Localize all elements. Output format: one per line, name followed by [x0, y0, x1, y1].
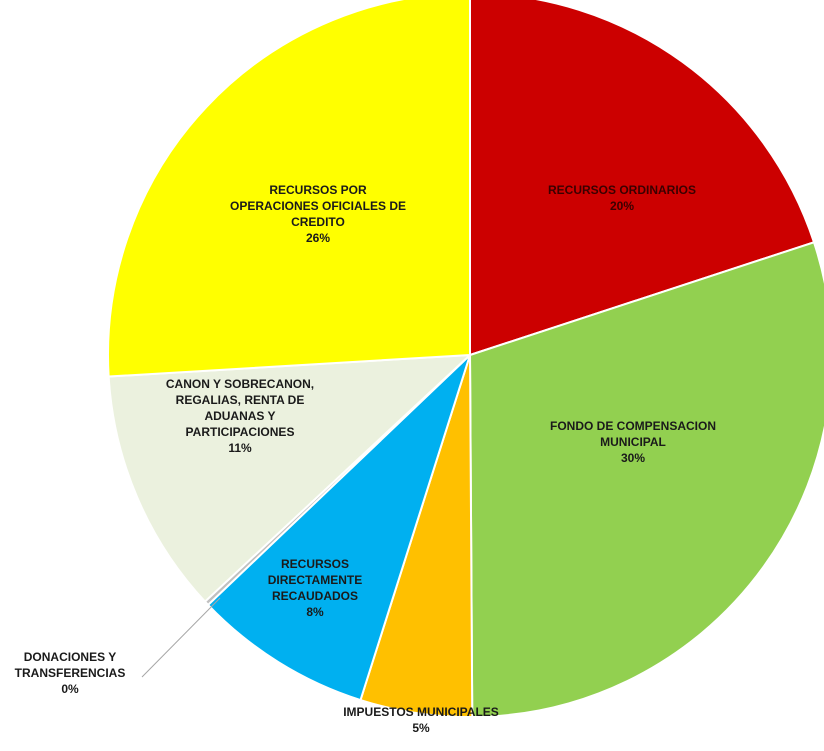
slice-label-donaciones-y-transferencias: DONACIONES Y TRANSFERENCIAS 0%	[15, 650, 126, 696]
slice-label-recursos-por-operaciones-oficiales-de-credito: RECURSOS POR OPERACIONES OFICIALES DE CRED…	[230, 183, 406, 245]
slice-name-line: CANON Y SOBRECANON,	[166, 377, 314, 391]
pie-slice-recursos-directamente-recaudados	[206, 354, 471, 702]
leader-line-donaciones-y-transferencias	[141, 597, 221, 678]
slice-label-recursos-ordinarios: RECURSOS ORDINARIOS 20%	[548, 183, 696, 213]
pie-slice-fondo-de-compensacion-municipal	[468, 241, 824, 719]
pie-slice-recursos-ordinarios	[469, 0, 816, 357]
slice-name-line: FONDO DE COMPENSACION	[550, 419, 716, 433]
slice-label-fondo-de-compensacion-municipal: FONDO DE COMPENSACION MUNICIPAL 30%	[550, 419, 716, 465]
slice-name-line: RECURSOS	[281, 557, 349, 571]
slice-percent-label: 20%	[610, 199, 634, 213]
slice-label-recursos-directamente-recaudados: RECURSOS DIRECTAMENTE RECAUDADOS 8%	[268, 557, 362, 619]
slice-name-line: PARTICIPACIONES	[186, 425, 295, 439]
slice-label-canon-y-sobrecanon-regalias-renta-de-aduanas-y-participaciones: CANON Y SOBRECANON, REGALIAS, RENTA DE ADU…	[166, 377, 314, 455]
slice-name-line: DONACIONES Y	[24, 650, 116, 664]
slice-percent-label: 0%	[61, 682, 79, 696]
slice-percent-label: 5%	[412, 721, 430, 735]
slice-name-line: CREDITO	[291, 215, 345, 229]
slice-label-impuestos-municipales: IMPUESTOS MUNICIPALES 5%	[343, 705, 499, 735]
slice-percent-label: 26%	[306, 231, 330, 245]
slice-name-line: DIRECTAMENTE	[268, 573, 362, 587]
slice-name-line: IMPUESTOS MUNICIPALES	[343, 705, 499, 719]
slice-name-line: REGALIAS, RENTA DE	[176, 393, 305, 407]
slice-name-line: RECAUDADOS	[272, 589, 358, 603]
slice-percent-label: 8%	[306, 605, 324, 619]
slice-name-line: ADUANAS Y	[204, 409, 275, 423]
slice-percent-label: 11%	[228, 441, 252, 455]
slice-name-line: MUNICIPAL	[600, 435, 666, 449]
slice-name-line: RECURSOS POR	[269, 183, 367, 197]
slice-name-line: OPERACIONES OFICIALES DE	[230, 199, 406, 213]
slice-name-line: TRANSFERENCIAS	[15, 666, 126, 680]
slice-name-line: RECURSOS ORDINARIOS	[548, 183, 696, 197]
pie-slice-canon-y-sobrecanon-regalias-renta-de-aduanas-y-participaciones	[107, 353, 473, 603]
slice-percent-label: 30%	[621, 451, 645, 465]
pie-slice-recursos-por-operaciones-oficiales-de-credito	[107, 0, 471, 378]
